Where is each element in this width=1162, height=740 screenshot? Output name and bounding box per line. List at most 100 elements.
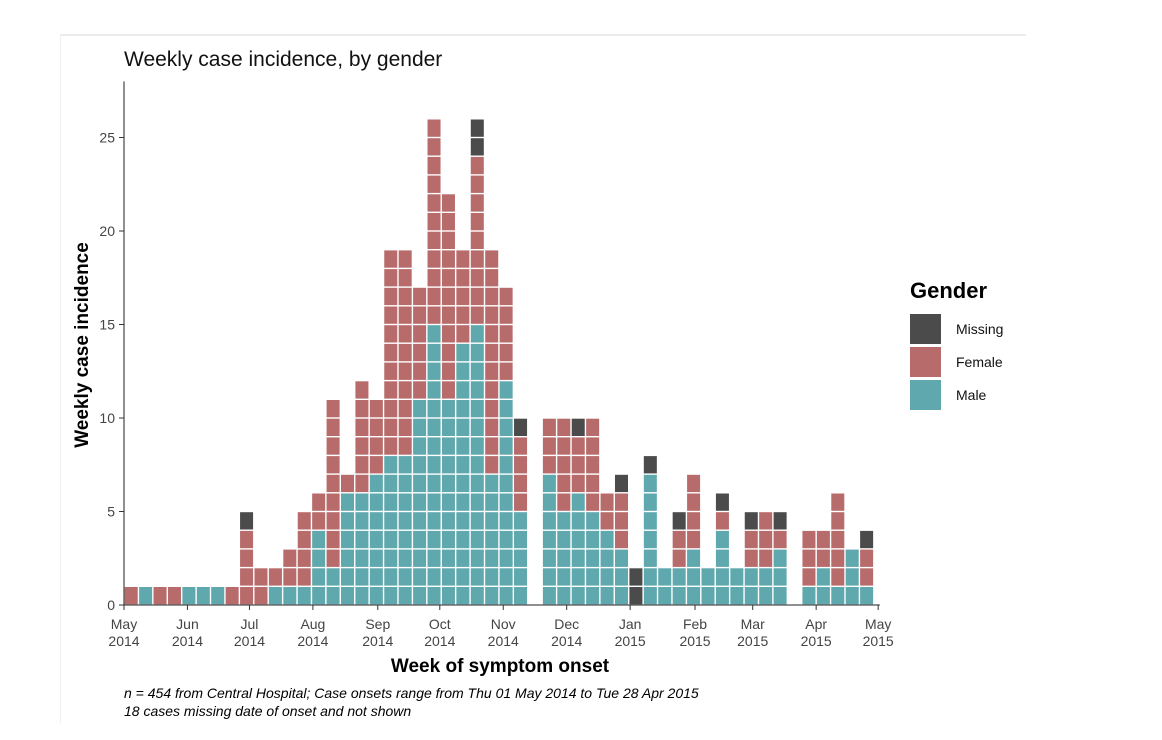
y-axis-title: Weekly case incidence xyxy=(72,242,93,448)
case-block-female xyxy=(427,194,441,212)
case-block-female xyxy=(470,231,484,249)
case-block-male xyxy=(715,549,729,567)
case-block-female xyxy=(470,306,484,324)
case-block-male xyxy=(427,568,441,586)
case-block-male xyxy=(369,474,383,493)
case-block-male xyxy=(542,568,556,586)
case-block-male xyxy=(600,530,614,549)
case-block-male xyxy=(614,568,628,586)
case-block-missing xyxy=(470,119,484,137)
case-block-male xyxy=(413,400,427,418)
caption-line-2: 18 cases missing date of onset and not s… xyxy=(124,703,411,719)
case-block-male xyxy=(600,587,614,605)
case-block-female xyxy=(297,530,311,549)
case-block-male xyxy=(341,587,355,605)
case-block-male xyxy=(413,512,427,530)
case-block-female xyxy=(687,493,701,511)
case-block-male xyxy=(499,512,513,530)
case-block-female xyxy=(470,287,484,306)
case-block-male xyxy=(196,587,210,605)
case-block-female xyxy=(571,437,585,455)
case-block-male xyxy=(369,493,383,511)
x-tick-label: Sep 2014 xyxy=(362,616,393,649)
case-block-female xyxy=(413,287,427,306)
case-block-female xyxy=(225,587,239,605)
case-block-male xyxy=(643,568,657,586)
case-block-male xyxy=(413,568,427,586)
case-block-female xyxy=(600,512,614,530)
case-block-male xyxy=(759,587,773,605)
case-block-male xyxy=(600,568,614,586)
case-block-male xyxy=(586,587,600,605)
case-block-female xyxy=(326,474,340,493)
case-block-female xyxy=(240,549,254,567)
case-block-missing xyxy=(715,493,729,511)
case-block-female xyxy=(355,400,369,418)
case-block-female xyxy=(341,474,355,493)
case-block-male xyxy=(211,587,225,605)
case-block-missing xyxy=(240,512,254,530)
case-block-male xyxy=(514,568,528,586)
case-block-male xyxy=(542,493,556,511)
case-block-male xyxy=(398,587,412,605)
case-block-male xyxy=(441,474,455,493)
case-block-male xyxy=(557,568,571,586)
case-block-male xyxy=(326,587,340,605)
case-block-male xyxy=(427,343,441,362)
case-block-male xyxy=(398,530,412,549)
case-block-female xyxy=(759,549,773,567)
case-block-female xyxy=(514,437,528,455)
case-block-female xyxy=(413,306,427,324)
case-block-female xyxy=(485,325,499,343)
case-block-male xyxy=(485,568,499,586)
case-block-female xyxy=(384,269,398,287)
case-block-male xyxy=(441,530,455,549)
case-block-female xyxy=(499,325,513,343)
case-block-female xyxy=(398,362,412,380)
case-block-female xyxy=(485,418,499,436)
case-block-male xyxy=(312,530,326,549)
case-block-female xyxy=(398,400,412,418)
case-block-male xyxy=(672,568,686,586)
case-block-female xyxy=(499,362,513,380)
case-block-female xyxy=(485,343,499,362)
case-block-female xyxy=(456,325,470,343)
case-block-female xyxy=(427,119,441,137)
case-block-male xyxy=(470,530,484,549)
case-block-male xyxy=(326,568,340,586)
case-block-male xyxy=(369,512,383,530)
case-block-female xyxy=(427,213,441,231)
case-block-male xyxy=(441,512,455,530)
case-block-female xyxy=(384,437,398,455)
x-axis: May 2014 Jun 2014 Jul 2014 Aug 2014 Sep 2014 Oct 20… xyxy=(108,604,894,649)
case-block-male xyxy=(456,418,470,436)
case-block-male xyxy=(499,530,513,549)
case-block-male xyxy=(485,474,499,493)
case-block-female xyxy=(398,306,412,324)
case-block-missing xyxy=(629,568,643,586)
case-block-female xyxy=(744,530,758,549)
case-block-female xyxy=(413,343,427,362)
case-block-male xyxy=(470,587,484,605)
case-block-male xyxy=(485,549,499,567)
case-block-male xyxy=(514,549,528,567)
case-block-male xyxy=(456,512,470,530)
case-block-male xyxy=(456,343,470,362)
case-block-male xyxy=(268,587,282,605)
case-block-female xyxy=(384,250,398,268)
case-block-female xyxy=(240,568,254,586)
legend-label-female: Female xyxy=(956,354,1003,370)
case-block-female xyxy=(254,568,268,586)
case-block-female xyxy=(413,362,427,380)
case-block-male xyxy=(398,568,412,586)
case-block-male xyxy=(845,549,859,567)
case-block-female xyxy=(312,493,326,511)
case-block-female xyxy=(398,343,412,362)
case-block-male xyxy=(427,474,441,493)
case-block-male xyxy=(312,568,326,586)
case-block-male xyxy=(441,437,455,455)
case-block-male xyxy=(398,549,412,567)
case-block-male xyxy=(600,549,614,567)
case-block-male xyxy=(514,512,528,530)
